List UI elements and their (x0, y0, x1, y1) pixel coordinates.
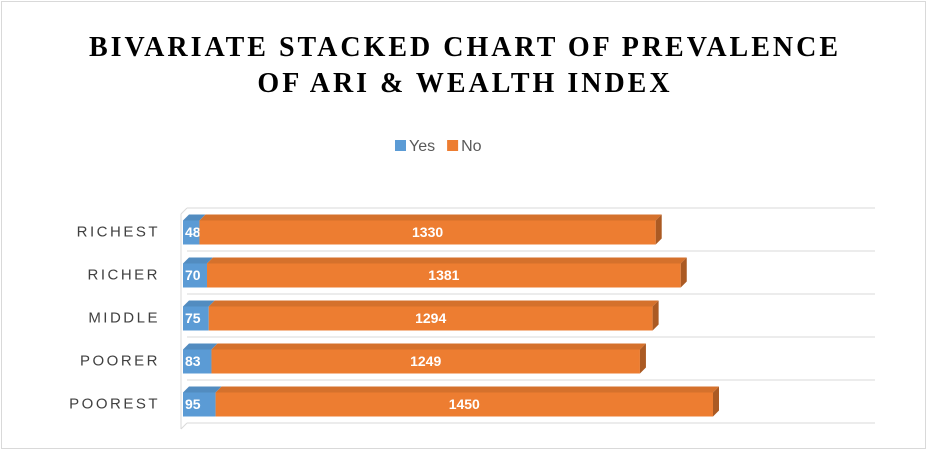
bar-segment (183, 214, 206, 245)
bar-segment (211, 343, 646, 374)
data-label: 1381 (428, 267, 459, 283)
data-label: 1294 (415, 310, 446, 326)
bar-segment (199, 214, 662, 245)
y-tick-label: POOREST (69, 395, 160, 412)
legend-swatch (447, 140, 459, 151)
bar-face (211, 349, 640, 374)
bar-top (211, 343, 646, 350)
bar-face (183, 306, 209, 331)
y-tick-label: POORER (80, 352, 160, 369)
legend-swatch (395, 140, 406, 151)
bar-face (208, 306, 653, 331)
bar-top (183, 214, 206, 221)
data-label: 48 (185, 224, 201, 240)
bar-top (215, 386, 719, 393)
bar-top (207, 257, 687, 264)
data-label: 75 (185, 310, 201, 326)
bar-face (183, 220, 200, 245)
bar-segment (215, 386, 719, 417)
bar-face (207, 263, 681, 288)
bar-face (183, 349, 212, 374)
data-label: 1450 (449, 396, 480, 412)
y-tick-label: RICHEST (77, 223, 160, 240)
bar-top (199, 214, 662, 221)
axis-line (180, 207, 188, 215)
bar-segment (183, 343, 218, 374)
y-tick-label: MIDDLE (88, 309, 160, 326)
data-label: 70 (185, 267, 201, 283)
data-label: 1249 (410, 353, 441, 369)
legend-label: Yes (409, 138, 435, 155)
bar-side (680, 257, 687, 288)
bar-segment (207, 257, 687, 288)
bar-face (199, 220, 656, 245)
bar-side (655, 214, 662, 245)
bar-face (183, 392, 216, 417)
bar-top (183, 257, 214, 264)
bar-segment (183, 257, 214, 288)
bar-face (183, 263, 208, 288)
axis-line (180, 422, 188, 430)
y-tick-label: RICHER (87, 266, 160, 283)
bar-segment (183, 386, 222, 417)
bar-segment (183, 300, 215, 331)
bar-top (208, 300, 659, 307)
bar-top (183, 343, 218, 350)
chart-title: BIVARIATE STACKED CHART OF PREVALENCE OF… (88, 32, 842, 99)
bar-face (215, 392, 713, 417)
data-label: 83 (185, 353, 201, 369)
bar-top (183, 386, 222, 393)
bar-segment (208, 300, 659, 331)
bar-side (639, 343, 646, 374)
bar-side (713, 386, 719, 417)
data-label: 1330 (412, 224, 443, 240)
data-label: 95 (185, 396, 201, 412)
legend-label: No (461, 138, 482, 155)
bar-top (183, 300, 215, 307)
bar-side (652, 300, 659, 331)
